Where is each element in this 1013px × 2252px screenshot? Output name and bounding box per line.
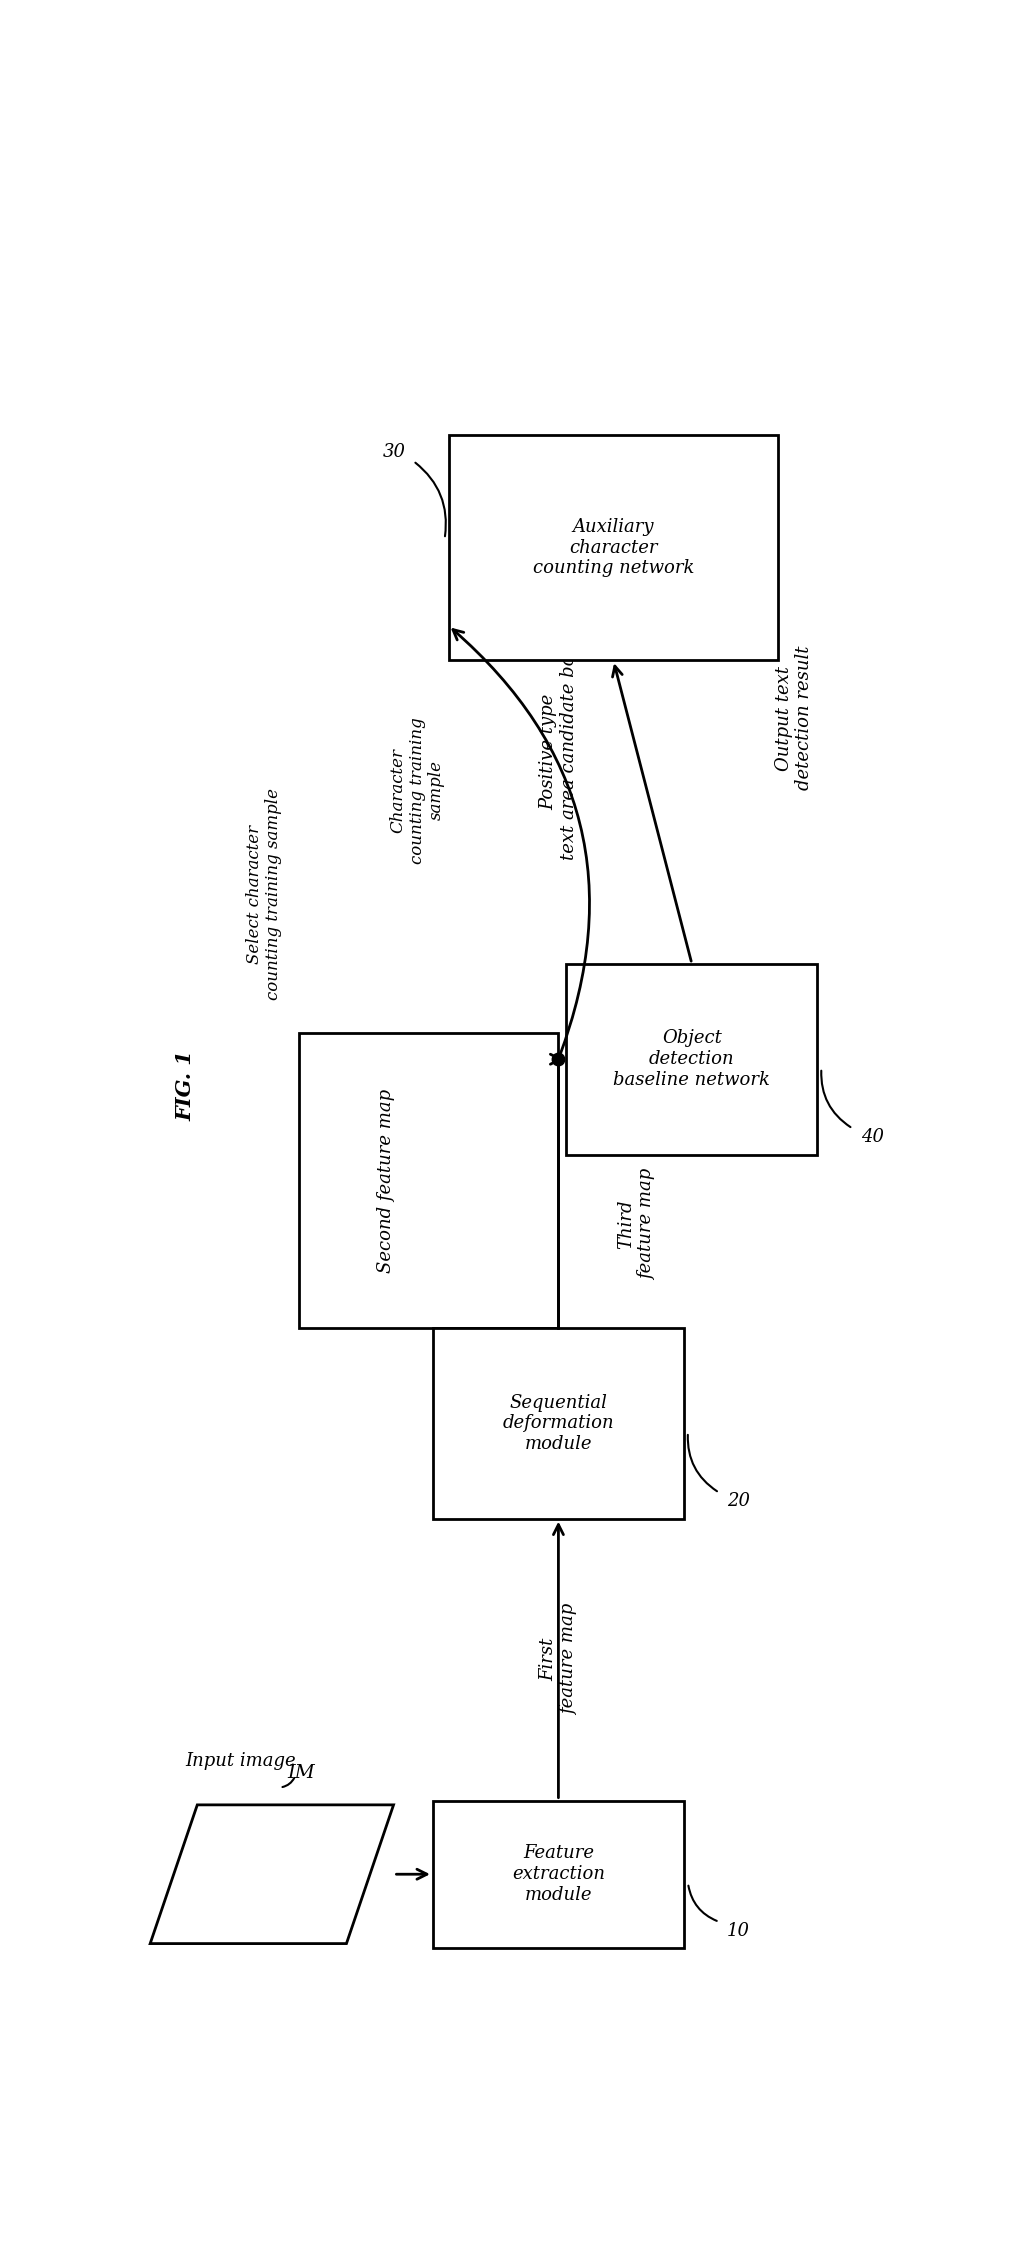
Text: Third
feature map: Third feature map xyxy=(618,1169,656,1279)
Text: Positive type
text area candidate box: Positive type text area candidate box xyxy=(539,644,577,860)
Text: Sequential
deformation
module: Sequential deformation module xyxy=(502,1394,614,1453)
FancyArrowPatch shape xyxy=(689,1885,717,1921)
Text: Character
counting training
sample: Character counting training sample xyxy=(389,716,445,865)
Bar xyxy=(566,964,817,1155)
FancyArrowPatch shape xyxy=(688,1435,717,1491)
Text: First
feature map: First feature map xyxy=(539,1603,577,1714)
Text: Feature
extraction
module: Feature extraction module xyxy=(512,1844,605,1903)
Text: IM: IM xyxy=(288,1763,315,1781)
Text: Auxiliary
character
counting network: Auxiliary character counting network xyxy=(533,518,694,577)
Text: Output text
detection result: Output text detection result xyxy=(775,646,813,790)
Text: 30: 30 xyxy=(382,444,405,462)
Polygon shape xyxy=(150,1804,393,1943)
Bar xyxy=(433,1329,684,1518)
Text: Input image: Input image xyxy=(185,1752,296,1770)
FancyArrowPatch shape xyxy=(415,462,446,536)
FancyArrowPatch shape xyxy=(283,1777,294,1788)
Text: Object
detection
baseline network: Object detection baseline network xyxy=(614,1029,770,1090)
Bar xyxy=(449,435,778,660)
FancyArrowPatch shape xyxy=(453,631,590,1056)
Text: 10: 10 xyxy=(727,1921,751,1939)
Text: Second feature map: Second feature map xyxy=(377,1088,395,1272)
Bar xyxy=(300,1034,558,1329)
Text: Select character
counting training sample: Select character counting training sampl… xyxy=(246,788,283,1000)
Text: FIG. 1: FIG. 1 xyxy=(175,1049,196,1121)
Bar xyxy=(433,1802,684,1948)
FancyArrowPatch shape xyxy=(822,1070,851,1126)
Text: 20: 20 xyxy=(727,1493,751,1511)
Text: 40: 40 xyxy=(861,1128,883,1146)
